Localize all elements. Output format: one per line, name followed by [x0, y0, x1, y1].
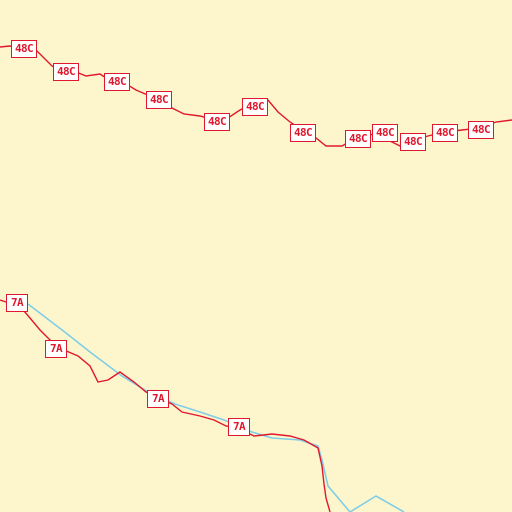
- route-shield-7a[interactable]: 7A: [6, 294, 28, 312]
- route-shield-48c[interactable]: 48C: [345, 130, 371, 148]
- route-shield-48c[interactable]: 48C: [290, 124, 316, 142]
- route-shield-48c[interactable]: 48C: [11, 40, 37, 58]
- route-shield-7a[interactable]: 7A: [45, 340, 67, 358]
- route-shield-48c[interactable]: 48C: [372, 124, 398, 142]
- route-shield-48c[interactable]: 48C: [400, 133, 426, 151]
- route-shield-48c[interactable]: 48C: [204, 113, 230, 131]
- route-shield-48c[interactable]: 48C: [53, 63, 79, 81]
- route-shield-48c[interactable]: 48C: [146, 91, 172, 109]
- boundary-line: [27, 303, 405, 512]
- route-shield-7a[interactable]: 7A: [228, 418, 250, 436]
- route-shield-48c[interactable]: 48C: [432, 124, 458, 142]
- route-shield-48c[interactable]: 48C: [468, 121, 494, 139]
- route-shield-7a[interactable]: 7A: [147, 390, 169, 408]
- route-shield-48c[interactable]: 48C: [242, 98, 268, 116]
- route-shield-48c[interactable]: 48C: [104, 73, 130, 91]
